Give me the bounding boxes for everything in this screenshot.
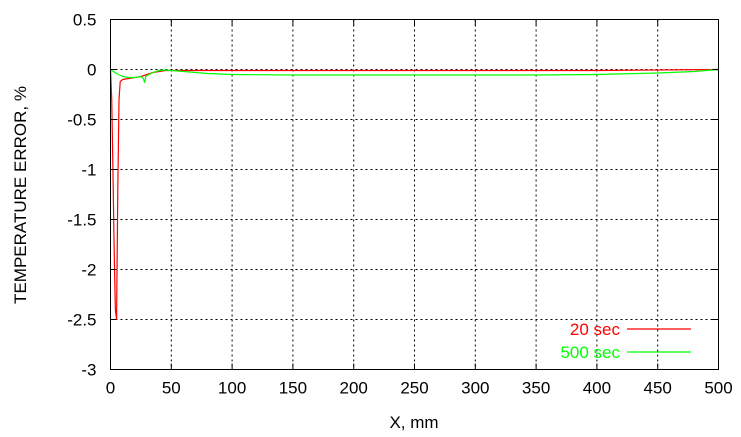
x-tick-label: 0 [106, 379, 115, 398]
series-line-500-sec [110, 68, 719, 84]
y-tick-label: -2.5 [67, 311, 96, 330]
y-tick-label: -2 [81, 261, 96, 280]
grid [110, 19, 719, 370]
series-lines [109, 68, 719, 321]
legend: 20 sec 500 sec [560, 320, 691, 362]
legend-label-20-sec: 20 sec [570, 320, 621, 339]
y-tick-label: 0 [87, 61, 96, 80]
x-tick-label: 500 [704, 379, 732, 398]
y-tick-label: -1 [81, 161, 96, 180]
x-tick-label: 50 [162, 379, 181, 398]
y-tick-label: 0.5 [73, 11, 97, 30]
x-axis-title: X, mm [389, 413, 438, 432]
axis-ticks [110, 19, 719, 370]
y-tick-label: -3 [81, 361, 96, 380]
y-axis-tick-labels: 0.5 0 -0.5 -1 -1.5 -2 -2.5 -3 [67, 11, 96, 380]
x-axis-tick-labels: 0 50 100 150 200 250 300 350 400 450 500 [106, 379, 733, 398]
x-tick-label: 150 [279, 379, 307, 398]
x-tick-label: 100 [218, 379, 246, 398]
legend-label-500-sec: 500 sec [560, 343, 620, 362]
x-tick-label: 200 [340, 379, 368, 398]
y-tick-label: -0.5 [67, 111, 96, 130]
x-tick-label: 400 [583, 379, 611, 398]
x-tick-label: 250 [400, 379, 428, 398]
x-tick-label: 350 [522, 379, 550, 398]
x-tick-label: 300 [461, 379, 489, 398]
x-tick-label: 450 [644, 379, 672, 398]
y-tick-label: -1.5 [67, 211, 96, 230]
y-axis-title: TEMPERATURE ERROR, % [11, 86, 30, 304]
